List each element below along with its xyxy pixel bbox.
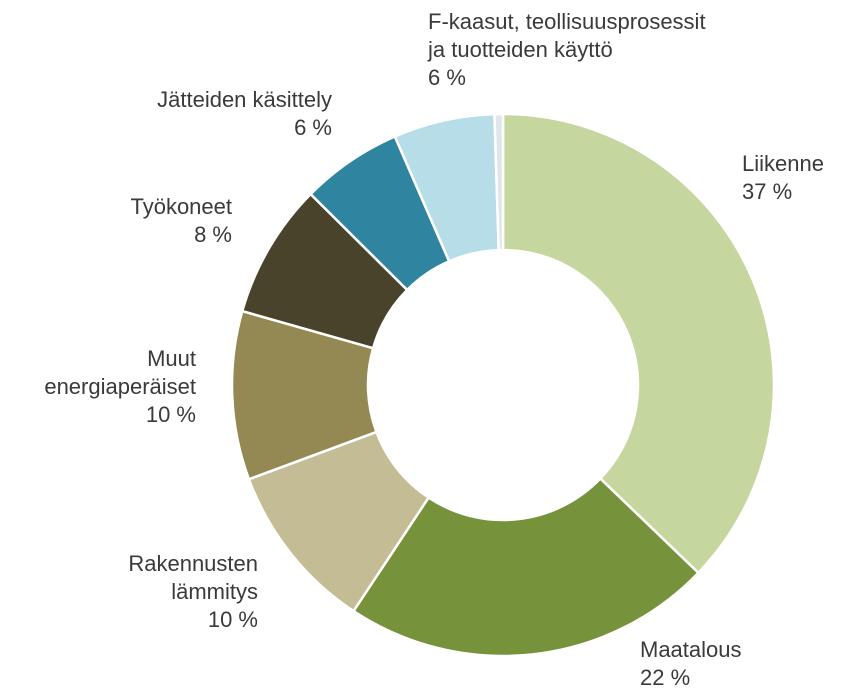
value-label: 8 %: [194, 222, 232, 247]
value-label: 37 %: [742, 179, 793, 204]
category-label: Jätteiden käsittely: [157, 87, 332, 112]
category-label: Maatalous: [640, 637, 742, 662]
category-label: Työkoneet: [130, 194, 232, 219]
donut-slice: [493, 112, 505, 252]
slice-label: F-kaasut, teollisuusprosessit ja tuottei…: [428, 8, 706, 92]
value-label: 10 %: [207, 607, 258, 632]
slice-label: Rakennusten lämmitys 10 %: [128, 550, 258, 634]
value-label: 6 %: [428, 65, 466, 90]
value-label: 10 %: [145, 402, 196, 427]
category-label: Rakennusten lämmitys: [128, 551, 258, 604]
slice-label: Muut energiaperäiset 10 %: [44, 345, 196, 429]
category-label: F-kaasut, teollisuusprosessit ja tuottei…: [428, 9, 706, 62]
slice-label: Työkoneet 8 %: [130, 193, 232, 249]
donut-slice: [351, 476, 701, 658]
slice-label: Liikenne 37 %: [742, 150, 824, 206]
category-label: Muut energiaperäiset: [44, 346, 196, 399]
slice-label: Jätteiden käsittely 6 %: [157, 86, 332, 142]
slice-label: Maatalous 22 %: [640, 636, 742, 692]
category-label: Liikenne: [742, 151, 824, 176]
value-label: 22 %: [640, 665, 691, 690]
donut-slice: [501, 112, 776, 575]
value-label: 6 %: [294, 115, 332, 140]
